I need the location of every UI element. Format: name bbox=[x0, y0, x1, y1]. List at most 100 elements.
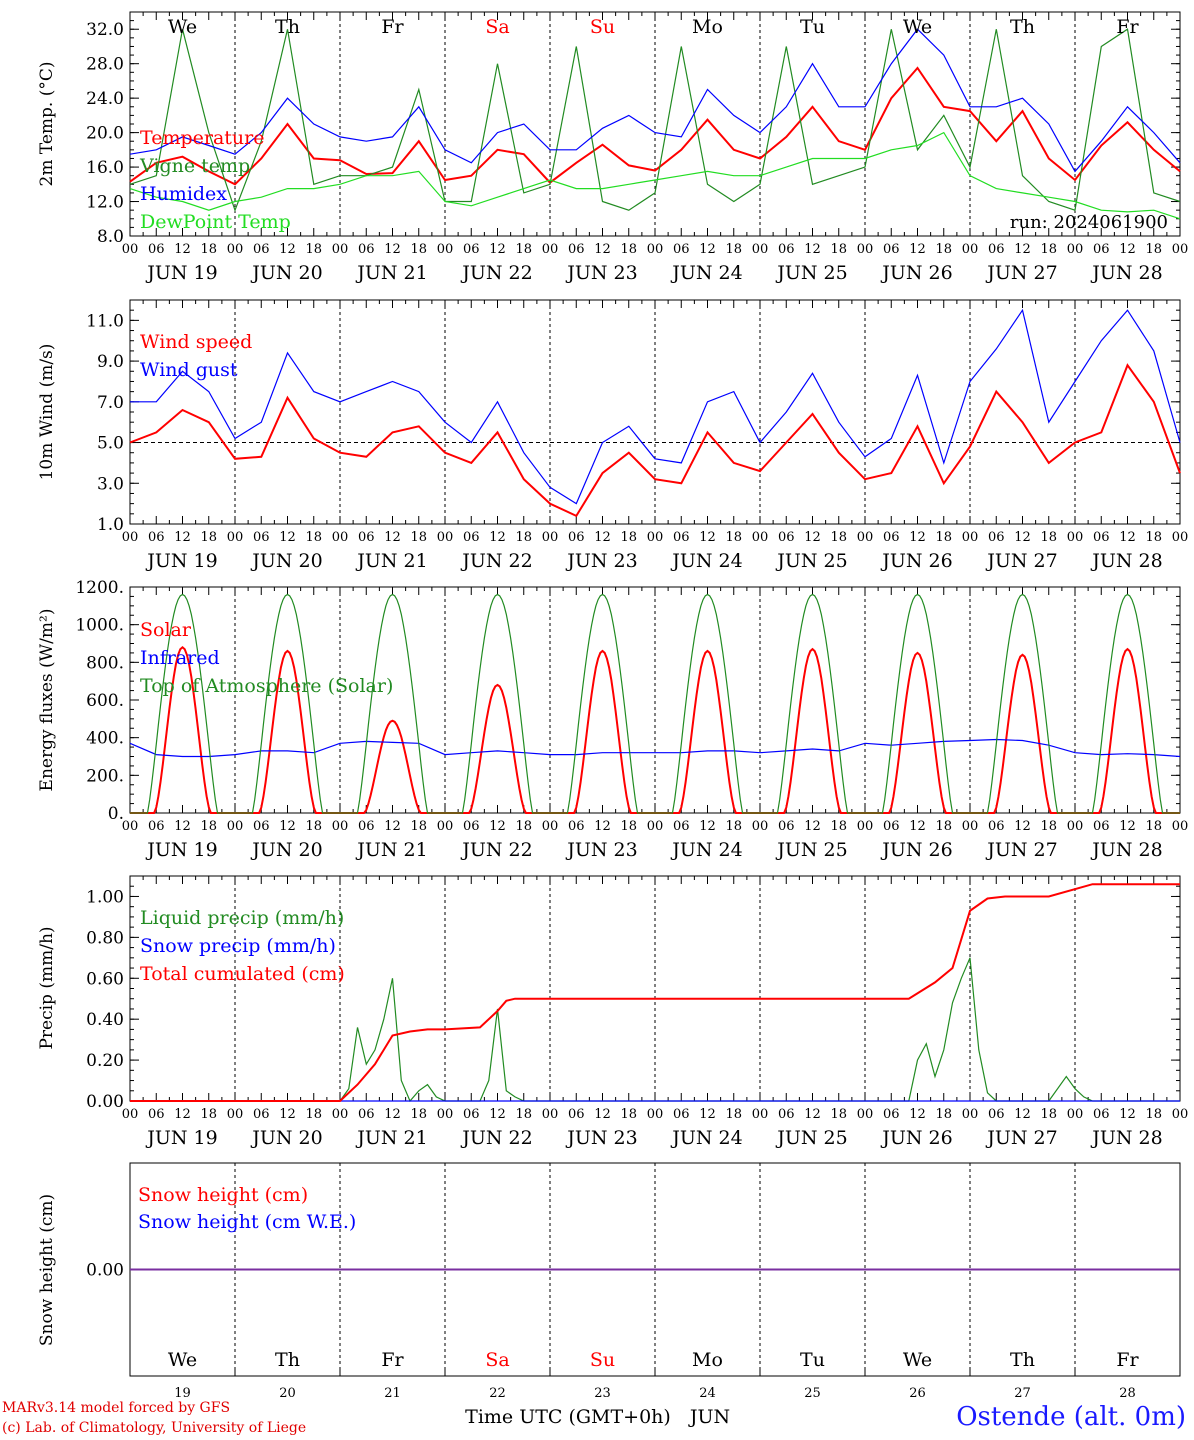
hour-tick-label: 12 bbox=[909, 242, 926, 257]
hour-tick-label: 12 bbox=[489, 819, 506, 834]
hour-tick-label: 12 bbox=[594, 819, 611, 834]
y-tick-label: 400. bbox=[86, 729, 124, 749]
hour-tick-label: 06 bbox=[883, 819, 900, 834]
y-tick-label: 8.0 bbox=[97, 227, 124, 247]
hour-tick-label: 00 bbox=[962, 530, 979, 545]
day-date: 19 bbox=[174, 1386, 191, 1401]
hour-tick-label: 18 bbox=[1040, 242, 1057, 257]
hour-tick-label: 18 bbox=[830, 819, 847, 834]
hour-tick-label: 12 bbox=[909, 530, 926, 545]
y-axis-label: Energy fluxes (W/m²) bbox=[37, 609, 57, 792]
hour-tick-label: 12 bbox=[909, 819, 926, 834]
hour-tick-label: 00 bbox=[647, 242, 664, 257]
day-date: 26 bbox=[909, 1386, 926, 1401]
hour-tick-label: 12 bbox=[384, 819, 401, 834]
hour-tick-label: 18 bbox=[200, 1107, 217, 1122]
date-label: JUN 26 bbox=[880, 550, 952, 572]
hour-tick-label: 06 bbox=[148, 242, 165, 257]
date-label: JUN 21 bbox=[355, 839, 427, 861]
legend-entry: Vigne temp bbox=[139, 155, 250, 177]
hour-tick-label: 12 bbox=[699, 242, 716, 257]
date-label: JUN 27 bbox=[985, 839, 1057, 861]
hour-tick-label: 12 bbox=[594, 530, 611, 545]
x-axis-title: Time UTC (GMT+0h) bbox=[465, 1406, 671, 1428]
hour-tick-label: 18 bbox=[935, 530, 952, 545]
y-tick-label: 0.00 bbox=[86, 1092, 124, 1112]
hour-tick-label: 00 bbox=[752, 819, 769, 834]
hour-tick-label: 06 bbox=[988, 819, 1005, 834]
hour-tick-label: 12 bbox=[1014, 819, 1031, 834]
hour-tick-label: 00 bbox=[857, 819, 874, 834]
hour-tick-label: 00 bbox=[437, 242, 454, 257]
series-line-total-cumulated-cm- bbox=[130, 883, 1180, 1102]
hour-tick-label: 18 bbox=[725, 530, 742, 545]
hour-tick-label: 18 bbox=[305, 819, 322, 834]
date-label: JUN 26 bbox=[880, 839, 952, 861]
hour-tick-label: 00 bbox=[752, 1107, 769, 1122]
hour-tick-label: 18 bbox=[410, 1107, 427, 1122]
hour-tick-label: 12 bbox=[804, 1107, 821, 1122]
hour-tick-label: 18 bbox=[935, 1107, 952, 1122]
hour-tick-label: 06 bbox=[778, 819, 795, 834]
date-label: JUN 23 bbox=[565, 839, 637, 861]
series-line-wind-speed bbox=[129, 363, 1181, 518]
hour-tick-label: 18 bbox=[830, 1107, 847, 1122]
hour-tick-label: 06 bbox=[358, 242, 375, 257]
hour-tick-label: 18 bbox=[410, 530, 427, 545]
hour-tick-label: 18 bbox=[515, 1107, 532, 1122]
hour-tick-label: 06 bbox=[463, 819, 480, 834]
y-tick-label: 32.0 bbox=[86, 20, 124, 40]
y-tick-label: 200. bbox=[86, 766, 124, 786]
day-date: 22 bbox=[489, 1386, 506, 1401]
date-label: JUN 21 bbox=[355, 262, 427, 284]
hour-tick-label: 12 bbox=[489, 1107, 506, 1122]
series-line-vigne-temp bbox=[129, 28, 1181, 212]
legend-entry: Humidex bbox=[140, 183, 227, 205]
hour-tick-label: 18 bbox=[305, 242, 322, 257]
date-label: JUN 22 bbox=[460, 262, 532, 284]
hour-tick-label: 00 bbox=[332, 242, 349, 257]
panel-frame bbox=[129, 299, 1181, 525]
series-line-humidex bbox=[129, 28, 1181, 173]
hour-tick-label: 00 bbox=[227, 819, 244, 834]
day-date: 21 bbox=[384, 1386, 401, 1401]
hour-tick-label: 00 bbox=[752, 530, 769, 545]
day-name: Fr bbox=[381, 1349, 404, 1371]
hour-tick-label: 12 bbox=[1014, 1107, 1031, 1122]
hour-tick-label: 00 bbox=[962, 819, 979, 834]
hour-tick-label: 12 bbox=[909, 1107, 926, 1122]
hour-tick-label: 12 bbox=[384, 1107, 401, 1122]
hour-tick-label: 00 bbox=[752, 242, 769, 257]
day-name: Sa bbox=[485, 16, 509, 38]
y-axis-label: Precip (mm/h) bbox=[37, 926, 57, 1049]
day-date: 28 bbox=[1119, 1386, 1136, 1401]
hour-tick-label: 06 bbox=[1093, 242, 1110, 257]
y-tick-label: 9.0 bbox=[97, 352, 124, 372]
series-group bbox=[129, 28, 1181, 220]
hour-tick-label: 06 bbox=[673, 242, 690, 257]
hour-tick-label: 12 bbox=[1119, 819, 1136, 834]
hour-tick-label: 12 bbox=[279, 242, 296, 257]
day-name: We bbox=[168, 16, 197, 38]
hour-tick-label: 00 bbox=[1067, 242, 1084, 257]
date-label: JUN 20 bbox=[250, 1127, 322, 1149]
y-tick-label: 600. bbox=[86, 691, 124, 711]
hour-tick-label: 12 bbox=[1014, 242, 1031, 257]
hour-tick-label: 06 bbox=[778, 1107, 795, 1122]
hour-tick-label: 12 bbox=[699, 819, 716, 834]
y-tick-label: 1.0 bbox=[97, 515, 124, 535]
hour-tick-label: 18 bbox=[200, 242, 217, 257]
hour-tick-label: 00 bbox=[1067, 530, 1084, 545]
hour-tick-label: 12 bbox=[699, 530, 716, 545]
hour-tick-label: 18 bbox=[515, 530, 532, 545]
hour-tick-label: 00 bbox=[542, 530, 559, 545]
date-label: JUN 20 bbox=[250, 550, 322, 572]
day-name: Th bbox=[275, 1349, 300, 1371]
date-label: JUN 19 bbox=[145, 1127, 217, 1149]
date-label: JUN 24 bbox=[670, 839, 742, 861]
hour-tick-label: 06 bbox=[778, 242, 795, 257]
y-tick-label: 0.20 bbox=[86, 1051, 124, 1071]
legend-entry: Top of Atmosphere (Solar) bbox=[140, 675, 393, 697]
date-label: JUN 24 bbox=[670, 550, 742, 572]
hour-tick-label: 06 bbox=[253, 242, 270, 257]
